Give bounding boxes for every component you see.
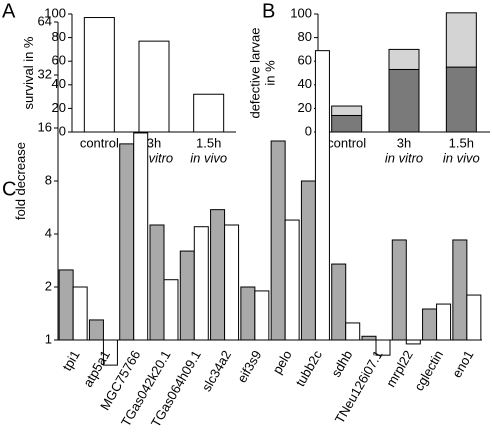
y-tick-label: 2 — [45, 278, 52, 293]
bar — [224, 224, 240, 341]
bar — [345, 322, 361, 341]
x-tick-label: control — [80, 135, 119, 150]
x-tick-label: control — [327, 135, 366, 150]
y-tick-label: 100 — [44, 5, 66, 20]
bar — [133, 132, 149, 341]
bar — [58, 269, 74, 341]
y-tick-label: 32 — [38, 66, 52, 81]
y-tick-label: 80 — [52, 29, 66, 44]
bar — [163, 279, 179, 341]
bar — [436, 303, 452, 341]
bar — [72, 286, 88, 341]
y-axis-label: fold decrease — [13, 142, 28, 220]
y-tick-label: 0 — [59, 123, 66, 138]
bar — [240, 286, 256, 341]
y-tick-label: 1 — [45, 331, 52, 346]
y-axis-label-line: survival in % — [21, 36, 36, 109]
bar — [210, 209, 226, 341]
y-tick-label: 0 — [305, 123, 312, 138]
x-tick-label: sdhb — [328, 348, 355, 380]
x-tick-label: in vivo — [190, 150, 227, 165]
y-axis-label-line: defective larvae — [248, 27, 263, 118]
y-tick-label: 20 — [52, 100, 66, 115]
bar — [300, 180, 316, 341]
bar — [331, 263, 347, 341]
x-tick-label: tubb2c — [292, 347, 325, 389]
bar — [83, 17, 115, 133]
bar — [405, 339, 421, 345]
bar — [193, 93, 225, 133]
bar — [388, 68, 420, 133]
y-tick-label: 80 — [298, 29, 312, 44]
x-tick-label: slc34a2 — [199, 348, 234, 394]
x-tick-label: 1.5h — [196, 135, 221, 150]
bar — [138, 40, 170, 133]
bar — [466, 294, 482, 341]
x-tick-label: eno1 — [449, 348, 476, 381]
x-tick-label: in vitro — [385, 150, 423, 165]
x-tick-label: cglectin — [411, 348, 446, 394]
bar — [445, 66, 477, 133]
y-tick-label: 40 — [298, 76, 312, 91]
y-tick-label: 4 — [45, 225, 52, 240]
y-tick-label: 60 — [298, 53, 312, 68]
bar — [452, 239, 468, 341]
bar — [422, 308, 438, 341]
y-axis-label: defective larvaein % — [248, 27, 278, 118]
bar — [388, 48, 420, 70]
y-axis-label-line: fold decrease — [13, 142, 28, 220]
x-tick-label: in vivo — [443, 150, 480, 165]
y-tick-label: 8 — [45, 172, 52, 187]
panel-letter: B — [262, 0, 275, 22]
bar — [179, 250, 195, 341]
y-axis-label: survival in % — [21, 36, 36, 109]
bar — [149, 224, 165, 341]
y-tick-label: 64 — [38, 13, 52, 28]
bar — [270, 140, 286, 341]
x-tick-label: 3h — [397, 135, 411, 150]
bar — [445, 12, 477, 68]
y-tick-label: 60 — [52, 53, 66, 68]
x-tick-label: pelo — [269, 348, 294, 377]
bar — [88, 319, 104, 341]
x-tick-label: atp5a1 — [80, 348, 113, 390]
x-tick-label: eif3s9 — [234, 348, 264, 386]
y-tick-label: 100 — [290, 5, 312, 20]
bar — [331, 105, 363, 116]
bar — [361, 335, 377, 341]
y-tick-label: 16 — [38, 119, 52, 134]
y-tick-label: 40 — [52, 76, 66, 91]
bar — [254, 290, 270, 341]
panel-letter: A — [2, 0, 16, 22]
bar — [314, 50, 330, 341]
panel-letter: C — [2, 178, 16, 200]
bar — [193, 226, 209, 341]
y-tick-label: 20 — [298, 100, 312, 115]
x-tick-label: 1.5h — [449, 135, 474, 150]
y-axis-label-line: in % — [263, 60, 278, 86]
bar — [119, 143, 135, 341]
bar — [391, 239, 407, 341]
bar — [284, 219, 300, 341]
bar — [331, 114, 363, 133]
x-tick-label: 3h — [147, 135, 161, 150]
x-tick-label: tpi1 — [59, 348, 82, 374]
